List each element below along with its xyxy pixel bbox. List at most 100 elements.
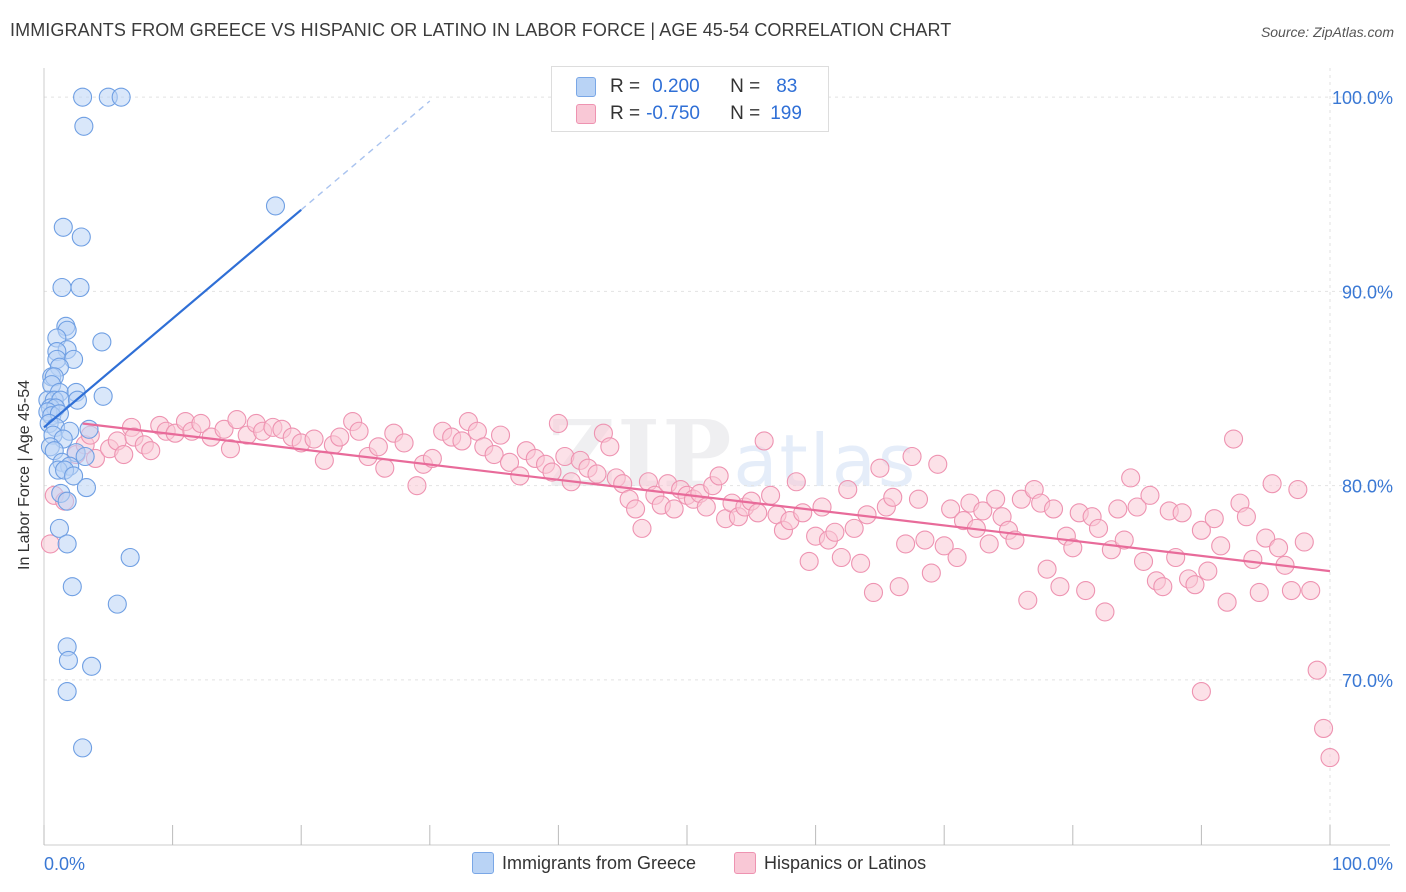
- hispanic-point: [986, 489, 1006, 509]
- legend-swatch-hispanic: [734, 852, 757, 874]
- greece-point: [70, 277, 90, 298]
- hispanic-point: [793, 503, 813, 523]
- hispanic-point: [490, 425, 511, 445]
- hispanic-point: [1243, 549, 1263, 570]
- hispanic-point: [1301, 580, 1321, 601]
- greece-point: [49, 518, 69, 538]
- hispanic-point: [1185, 575, 1205, 595]
- hispanic-point: [587, 464, 607, 484]
- hispanic-point: [1314, 718, 1334, 739]
- hispanic-point: [831, 547, 851, 568]
- hispanic-point: [407, 476, 427, 496]
- hispanic-point: [1198, 561, 1218, 581]
- hispanic-point: [1224, 429, 1244, 449]
- hispanic-point: [1256, 528, 1276, 548]
- hispanic-point: [330, 427, 350, 447]
- legend-swatch-hispanic: [576, 104, 596, 124]
- greece-point: [57, 491, 77, 511]
- hispanic-point: [1288, 479, 1308, 500]
- hispanic-point: [1204, 509, 1224, 529]
- hispanic-point: [368, 437, 388, 457]
- hispanic-point: [761, 485, 781, 505]
- greece-point: [265, 196, 286, 216]
- hispanic-point: [548, 413, 568, 434]
- legend-n-label: N =: [730, 103, 761, 124]
- hispanic-point: [863, 582, 884, 603]
- greece-point: [74, 116, 94, 136]
- hispanic-point: [1088, 518, 1109, 538]
- legend-swatch-greece: [472, 852, 494, 874]
- greece-point: [75, 446, 95, 467]
- hispanic-point: [1191, 681, 1211, 702]
- greece-point: [73, 87, 93, 107]
- hispanic-point: [748, 503, 768, 523]
- greece-trend-extension: [300, 100, 431, 211]
- hispanic-point: [626, 499, 646, 519]
- y-tick-label: 70.0%: [1342, 671, 1393, 691]
- hispanic-point: [220, 439, 241, 459]
- source-label: Source: ZipAtlas.com: [1260, 24, 1394, 40]
- hispanic-point: [709, 466, 729, 486]
- hispanic-point: [394, 433, 414, 453]
- greece-point: [58, 650, 78, 671]
- greece-point: [76, 478, 96, 498]
- legend-r-label: R =: [610, 76, 641, 97]
- hispanic-point: [1037, 559, 1057, 579]
- hispanic-point: [114, 445, 134, 465]
- series-legend: Immigrants from Greece Hispanics or Lati…: [472, 852, 926, 874]
- hispanic-point: [1018, 590, 1038, 610]
- hispanic-point: [1050, 577, 1070, 597]
- hispanic-point: [1217, 592, 1237, 612]
- hispanic-point: [422, 448, 442, 468]
- greece-point: [92, 332, 112, 352]
- hispanic-point: [973, 501, 993, 521]
- hispanic-point: [1108, 499, 1128, 519]
- hispanic-point: [812, 497, 832, 517]
- greece-point: [111, 87, 131, 107]
- hispanic-point: [600, 437, 620, 457]
- hispanic-point: [1095, 602, 1115, 622]
- hispanic-point: [632, 518, 652, 538]
- hispanic-point: [883, 487, 903, 507]
- greece-trend-line: [43, 208, 302, 429]
- hispanic-point: [1191, 520, 1211, 540]
- greece-point: [62, 577, 82, 597]
- legend-row-greece: R = 0.200 N = 83: [576, 76, 797, 98]
- hispanic-point: [1063, 538, 1083, 558]
- hispanic-point: [825, 522, 845, 542]
- hispanic-point: [227, 410, 247, 430]
- hispanic-point: [314, 450, 334, 470]
- hispanic-point: [786, 472, 806, 492]
- greece-point: [57, 534, 77, 554]
- hispanic-point: [838, 479, 858, 500]
- hispanic-point: [934, 536, 954, 556]
- greece-point: [107, 594, 127, 614]
- hispanic-point: [214, 419, 234, 439]
- legend-row-hispanic: R = -0.750 N = 199: [576, 103, 802, 125]
- hispanic-point: [1320, 748, 1340, 768]
- hispanic-point: [1249, 582, 1269, 603]
- y-tick-label: 100.0%: [1332, 88, 1393, 108]
- hispanic-point: [696, 497, 716, 517]
- hispanic-point: [1262, 474, 1282, 494]
- chart-title: IMMIGRANTS FROM GREECE VS HISPANIC OR LA…: [10, 20, 952, 40]
- hispanic-point: [664, 499, 684, 519]
- legend-r-value: 0.200: [652, 76, 700, 97]
- hispanic-point: [1127, 497, 1147, 517]
- hispanic-point: [1172, 503, 1192, 523]
- hispanic-point: [921, 563, 941, 583]
- hispanic-point: [349, 421, 369, 441]
- hispanic-point: [1076, 580, 1096, 601]
- hispanic-point: [941, 499, 961, 519]
- hispanic-point: [304, 429, 324, 449]
- hispanic-point: [1140, 485, 1160, 505]
- hispanic-point: [484, 445, 504, 465]
- hispanic-point: [141, 441, 161, 461]
- hispanic-point: [870, 458, 890, 478]
- hispanic-point: [1114, 530, 1134, 550]
- y-tick-label: 90.0%: [1342, 282, 1393, 302]
- hispanic-point: [1005, 530, 1025, 550]
- hispanic-point: [844, 518, 864, 538]
- legend-label-greece: Immigrants from Greece: [502, 852, 697, 873]
- hispanic-point: [754, 431, 774, 451]
